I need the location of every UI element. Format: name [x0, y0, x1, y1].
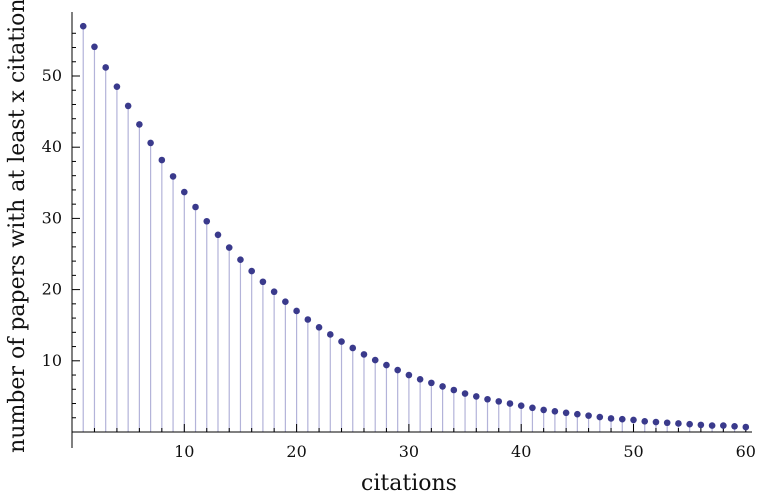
data-point	[181, 188, 188, 196]
data-point	[630, 416, 637, 424]
data-point	[641, 418, 649, 425]
x-tick-label: 40	[511, 442, 531, 461]
y-tick-label: 20	[42, 280, 62, 299]
x-tick-label: 50	[623, 442, 643, 461]
data-point	[394, 366, 401, 374]
data-point	[326, 331, 334, 338]
data-point	[91, 43, 98, 51]
data-point	[495, 398, 503, 405]
stem-lines	[82, 26, 747, 432]
data-point	[596, 413, 604, 421]
data-point	[607, 415, 615, 422]
data-point	[248, 267, 255, 275]
x-tick-label: 30	[399, 442, 419, 461]
data-point	[618, 415, 626, 423]
data-point	[360, 351, 368, 358]
data-point	[731, 423, 738, 430]
data-point	[663, 419, 671, 427]
data-point	[529, 404, 536, 412]
data-point	[686, 420, 693, 428]
data-point	[136, 121, 143, 128]
data-point	[562, 409, 570, 417]
data-point	[720, 422, 727, 429]
y-axis-title: number of papers with at least x citatio…	[5, 0, 30, 453]
data-point	[405, 371, 413, 379]
data-point	[338, 338, 345, 345]
data-point	[461, 390, 469, 397]
data-point	[102, 64, 109, 71]
data-point	[517, 402, 525, 409]
data-point	[293, 307, 300, 315]
data-points	[79, 22, 750, 431]
data-point	[742, 423, 750, 431]
data-point	[585, 412, 592, 419]
data-point	[169, 173, 177, 180]
data-point	[383, 361, 390, 369]
data-point	[371, 356, 379, 364]
y-tick-label: 30	[42, 208, 62, 227]
data-point	[270, 288, 278, 296]
data-point	[675, 420, 682, 427]
data-point	[708, 422, 716, 429]
data-point	[450, 386, 458, 394]
data-point	[304, 316, 312, 323]
data-point	[540, 406, 547, 414]
data-point	[551, 408, 559, 415]
data-point	[192, 203, 199, 211]
data-point	[697, 421, 705, 429]
data-point	[79, 22, 87, 30]
data-point	[315, 324, 323, 331]
data-point	[225, 244, 233, 251]
x-tick-label: 10	[174, 442, 194, 461]
data-point	[349, 344, 357, 352]
data-point	[506, 400, 514, 407]
y-tick-label: 50	[42, 66, 62, 85]
data-point	[158, 156, 166, 164]
y-tick-label: 10	[42, 351, 62, 370]
data-point	[113, 83, 121, 90]
data-point	[439, 383, 446, 390]
data-point	[124, 102, 132, 110]
data-point	[428, 379, 435, 387]
data-point	[652, 418, 660, 426]
data-point	[472, 393, 480, 400]
data-point	[214, 231, 222, 239]
data-point	[237, 256, 244, 263]
data-point	[259, 278, 267, 286]
tick-labels: 10 20 30 40 50 60 10 20 30 40 50	[42, 66, 756, 461]
x-axis-title: citations	[361, 471, 457, 496]
data-point	[484, 395, 491, 403]
data-point	[203, 217, 211, 225]
x-tick-label: 20	[286, 442, 306, 461]
data-point	[416, 376, 424, 383]
data-point	[574, 410, 581, 418]
data-point	[147, 139, 154, 147]
data-point	[282, 298, 289, 306]
y-tick-label: 40	[42, 137, 62, 156]
x-tick-label: 60	[736, 442, 756, 461]
axes	[71, 12, 752, 448]
